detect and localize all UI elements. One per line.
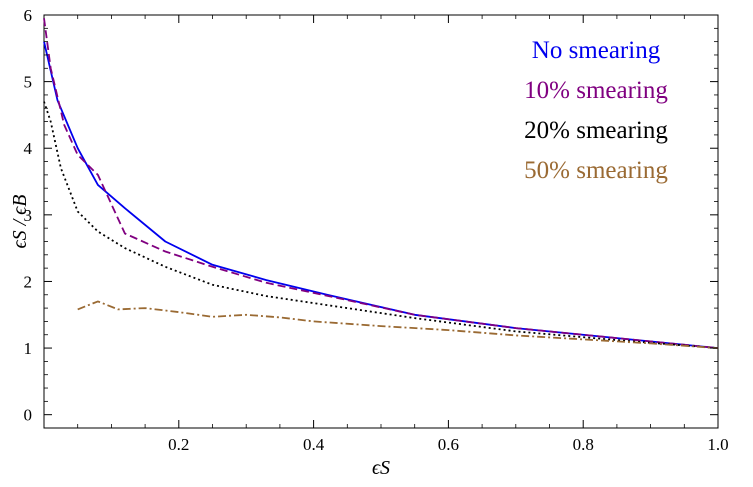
y-axis-label: ϵS / ϵB [9,195,31,249]
y-tick-label: 5 [24,73,33,92]
x-tick-label: 1.0 [707,435,728,454]
legend-entry-3: 20% smearing [524,117,668,144]
x-tick-label: 0.8 [573,435,594,454]
x-tick-label: 0.4 [303,435,325,454]
x-axis-label: ϵS [372,457,390,479]
series-line-2 [43,18,719,349]
x-tick-label: 0.6 [438,435,459,454]
legend-entry-4: 50% smearing [524,157,668,184]
y-tick-label: 2 [24,272,33,291]
y-tick-label: 0 [24,406,33,425]
series-line-3 [43,101,719,349]
y-tick-label: 3 [24,206,33,225]
y-tick-label: 4 [24,139,33,158]
series-line-4 [77,300,719,349]
y-tick-label: 6 [24,6,33,25]
y-tick-label: 1 [24,339,33,358]
x-tick-label: 0.2 [168,435,189,454]
legend-entry-1: No smearing [532,37,661,64]
legend-entry-2: 10% smearing [524,77,668,104]
